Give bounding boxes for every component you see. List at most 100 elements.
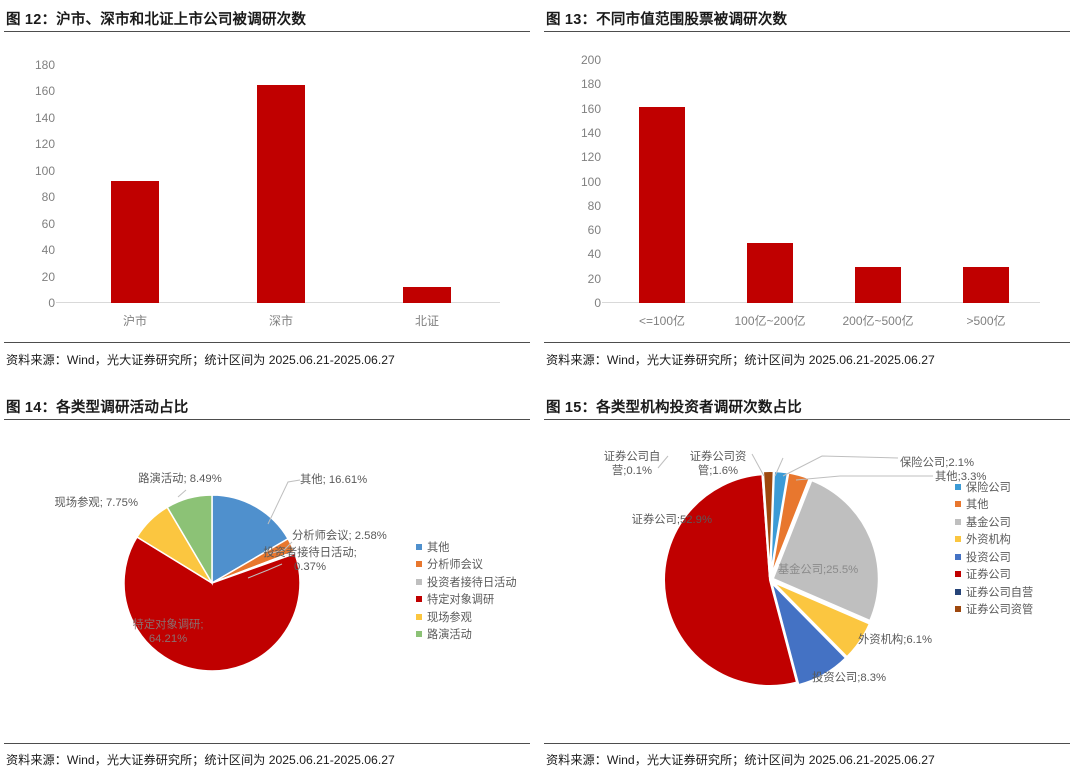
figure-12-bar bbox=[257, 84, 305, 303]
figure-13-y-tick: 200 bbox=[580, 53, 601, 67]
figure-15-legend-swatch-icon bbox=[955, 553, 961, 560]
figure-12-plot-area: 0 20 40 60 80 100 120 140 160 180 沪市 深市 北证 bbox=[35, 58, 500, 328]
figure-15-slice-label: 证券公司资 管;1.6% bbox=[689, 451, 747, 477]
figure-15-slice-label: 保险公司;2.1% bbox=[900, 457, 975, 469]
figure-15-legend-swatch-icon bbox=[955, 571, 961, 578]
figure-14-slice-label: 投资者接待日活动; 0.37% bbox=[263, 547, 357, 573]
figure-15-slice-label: 外资机构;6.1% bbox=[858, 634, 933, 646]
figure-14-legend-swatch-icon bbox=[416, 561, 422, 568]
figure-14-legend-item[interactable]: 其他 bbox=[416, 538, 517, 556]
figure-14-title-rule bbox=[4, 419, 530, 420]
figure-15-slice-label: 其他;3.3% bbox=[935, 471, 987, 483]
figure-14-legend-swatch-icon bbox=[416, 613, 422, 620]
figure-15-slice bbox=[761, 470, 775, 578]
figure-12-y-tick: 160 bbox=[34, 84, 55, 99]
figure-15-legend-item[interactable]: 其他 bbox=[955, 496, 1033, 514]
figure-15-legend-item[interactable]: 保险公司 bbox=[955, 478, 1033, 496]
figure-13-title-rule bbox=[544, 31, 1070, 32]
figure-14-legend-label: 其他 bbox=[427, 541, 450, 554]
figure-15-legend-item[interactable]: 证券公司自营 bbox=[955, 583, 1033, 601]
figure-14-legend-item[interactable]: 路演活动 bbox=[416, 626, 517, 644]
figure-14-leader-line bbox=[177, 489, 187, 498]
figure-12-y-tick: 20 bbox=[41, 269, 55, 284]
figure-14-bottom-rule bbox=[4, 743, 530, 744]
figure-15-legend-swatch-icon bbox=[955, 536, 961, 543]
figure-15-legend-label: 证券公司资管 bbox=[966, 604, 1034, 617]
figure-13-y-tick: 160 bbox=[580, 101, 601, 116]
figure-14-pie-svg bbox=[123, 479, 301, 672]
figure-14-legend-item[interactable]: 现场参观 bbox=[416, 608, 517, 626]
figure-14-slice-label: 其他; 16.61% bbox=[300, 474, 368, 486]
figure-14-legend-label: 分析师会议 bbox=[427, 559, 483, 572]
figure-15-legend: 保险公司其他基金公司外资机构投资公司证券公司 证券公司自营证券公司资管 bbox=[955, 478, 1033, 618]
figure-13-y-tick: 0 bbox=[594, 296, 601, 310]
figure-15-title: 图 15：各类型机构投资者调研次数占比 bbox=[546, 400, 802, 416]
figure-12-bar bbox=[403, 287, 451, 303]
figure-14-slice bbox=[211, 494, 290, 585]
figure-13-bar bbox=[747, 243, 793, 303]
figure-15-legend-label: 其他 bbox=[966, 499, 989, 512]
figure-15-slice bbox=[769, 579, 848, 687]
figure-15-slice bbox=[771, 580, 872, 659]
figure-13-x-tick: <=100亿 bbox=[638, 314, 686, 328]
figure-14-slice bbox=[166, 494, 213, 586]
figure-12-title-rule bbox=[4, 31, 530, 32]
figure-15-legend-swatch-icon bbox=[955, 588, 961, 595]
figure-12-y-tick: 40 bbox=[41, 243, 55, 258]
figure-panel-15: 图 15：各类型机构投资者调研次数占比 保险公司;2.1% 其他;3.3% 基金公司… bbox=[540, 388, 1080, 775]
figure-14-legend-item[interactable]: 分析师会议 bbox=[416, 556, 517, 574]
figure-13-x-axis bbox=[602, 302, 1040, 303]
figure-15-legend-label: 外资机构 bbox=[966, 534, 1011, 547]
figure-13-bottom-rule bbox=[544, 342, 1070, 343]
figure-15-legend-swatch-icon bbox=[955, 606, 961, 613]
figure-15-legend-label: 投资公司 bbox=[966, 551, 1011, 564]
figure-15-slice-label: 证券公司;52.9% bbox=[631, 514, 712, 526]
figure-15-leader-line bbox=[782, 455, 899, 477]
figure-14-slice-label: 分析师会议; 2.58% bbox=[292, 530, 387, 542]
figure-15-slice-label: 证券公司自 营;0.1% bbox=[603, 451, 661, 477]
figure-13-y-tick: 140 bbox=[580, 125, 601, 140]
figure-13-source: 资料来源：Wind，光大证券研究所；统计区间为 2025.06.21-2025.… bbox=[546, 353, 935, 367]
figure-15-legend-swatch-icon bbox=[955, 501, 961, 508]
figure-12-x-tick: 沪市 bbox=[122, 314, 148, 328]
figure-13-x-tick: 200亿~500亿 bbox=[842, 314, 914, 328]
figure-15-source: 资料来源：Wind，光大证券研究所；统计区间为 2025.06.21-2025.… bbox=[546, 753, 935, 767]
figure-14-legend-item[interactable]: 特定对象调研 bbox=[416, 591, 517, 609]
figure-15-slice-label: 基金公司;25.5% bbox=[777, 564, 859, 576]
figure-13-y-tick: 60 bbox=[587, 223, 601, 238]
figure-13-y-tick: 100 bbox=[580, 174, 601, 189]
figure-14-legend: 其他分析师会议 投资者接待日活动特定对象调研 现场参观路演活动 bbox=[416, 538, 517, 643]
figure-13-y-tick: 80 bbox=[587, 198, 601, 213]
figure-15-legend-label: 基金公司 bbox=[966, 516, 1011, 529]
figure-12-y-tick: 0 bbox=[48, 296, 55, 310]
figure-12-bar-chart: 0 20 40 60 80 100 120 140 160 180 沪市 深市 北证 bbox=[0, 40, 540, 330]
figure-12-y-tick: 100 bbox=[34, 163, 55, 178]
figure-14-legend-swatch-icon bbox=[416, 578, 422, 585]
figure-14-legend-swatch-icon bbox=[416, 631, 422, 638]
figure-14-legend-item[interactable]: 投资者接待日活动 bbox=[416, 573, 517, 591]
figure-12-source: 资料来源：Wind，光大证券研究所；统计区间为 2025.06.21-2025.… bbox=[6, 353, 395, 367]
figure-14-title: 图 14：各类型调研活动占比 bbox=[6, 400, 189, 416]
figure-13-y-tick: 120 bbox=[580, 150, 601, 165]
figure-12-y-tick: 120 bbox=[34, 137, 55, 152]
figure-12-y-tick: 140 bbox=[34, 110, 55, 125]
figure-panel-14: 图 14：各类型调研活动占比 其他; 16.61% 分析师会议; 2.58% 投资者… bbox=[0, 388, 540, 775]
figure-panel-12: 图 12：沪市、深市和北证上市公司被调研次数 0 20 40 60 80 100 120 14… bbox=[0, 0, 540, 375]
figure-13-bar bbox=[855, 266, 901, 303]
figure-14-leader-line bbox=[247, 563, 283, 579]
figure-15-leader-line bbox=[774, 457, 784, 477]
figure-15-pie-area: 保险公司;2.1% 其他;3.3% 基金公司;25.5% 外资机构;6.1% 投资公司;… bbox=[540, 428, 1080, 728]
figure-15-legend-label: 证券公司 bbox=[966, 569, 1011, 582]
figure-15-legend-item[interactable]: 外资机构 bbox=[955, 531, 1033, 549]
figure-13-y-tick: 180 bbox=[580, 77, 601, 92]
figure-13-x-tick: 100亿~200亿 bbox=[734, 314, 806, 328]
figure-15-legend-item[interactable]: 基金公司 bbox=[955, 513, 1033, 531]
figure-15-legend-item[interactable]: 证券公司资管 bbox=[955, 601, 1033, 619]
figure-13-plot-area: 0 20 40 60 80 100 120 140 160 180 200 <=100亿 100亿~20… bbox=[581, 53, 1040, 328]
figure-15-legend-item[interactable]: 证券公司 bbox=[955, 566, 1033, 584]
figure-15-legend-item[interactable]: 投资公司 bbox=[955, 548, 1033, 566]
figure-14-legend-label: 特定对象调研 bbox=[427, 594, 495, 607]
figure-13-y-tick: 40 bbox=[587, 247, 601, 262]
figure-12-x-tick: 深市 bbox=[268, 314, 294, 328]
figure-14-legend-label: 路演活动 bbox=[427, 629, 472, 642]
